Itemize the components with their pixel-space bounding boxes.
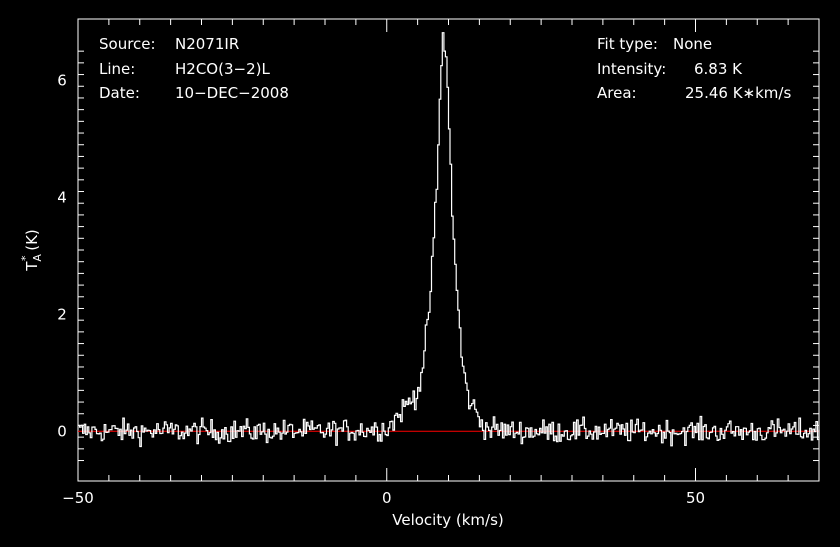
source-row: Source: N2071IR [99,35,289,60]
x-tick-label: 0 [382,489,392,507]
area-key: Area: [597,84,685,102]
line-row: Line: H2CO(3−2)L [99,60,289,85]
line-key: Line: [99,60,175,78]
date-key: Date: [99,84,175,102]
y-tick-label: 6 [57,71,67,89]
fit-type-row: Fit type: None [597,35,791,60]
area-value: 25.46 K∗km/s [685,84,791,102]
y-tick-label: 2 [57,305,67,323]
x-axis-label: Velocity (km/s) [392,511,503,529]
x-tick-label: −50 [62,489,94,507]
intensity-key: Intensity: [597,60,694,78]
fit-type-key: Fit type: [597,35,673,53]
x-tick-label: 50 [686,489,705,507]
fit-type-value: None [673,35,712,53]
intensity-value: 6.83 K [694,60,742,78]
date-row: Date: 10−DEC−2008 [99,84,289,109]
source-value: N2071IR [175,35,239,53]
y-tick-label: 0 [57,422,67,440]
info-block-left: Source: N2071IR Line: H2CO(3−2)L Date: 10−D… [99,35,289,109]
line-value: H2CO(3−2)L [175,60,270,78]
y-tick-label: 4 [57,188,67,206]
info-block-right: Fit type: None Intensity: 6.83 K Area: 25.4… [597,35,791,109]
y-axis-label: TA* (K) [19,229,44,272]
y-label-unit: (K) [23,229,41,255]
area-row: Area: 25.46 K∗km/s [597,84,791,109]
intensity-row: Intensity: 6.83 K [597,60,791,85]
date-value: 10−DEC−2008 [175,84,289,102]
source-key: Source: [99,35,175,53]
